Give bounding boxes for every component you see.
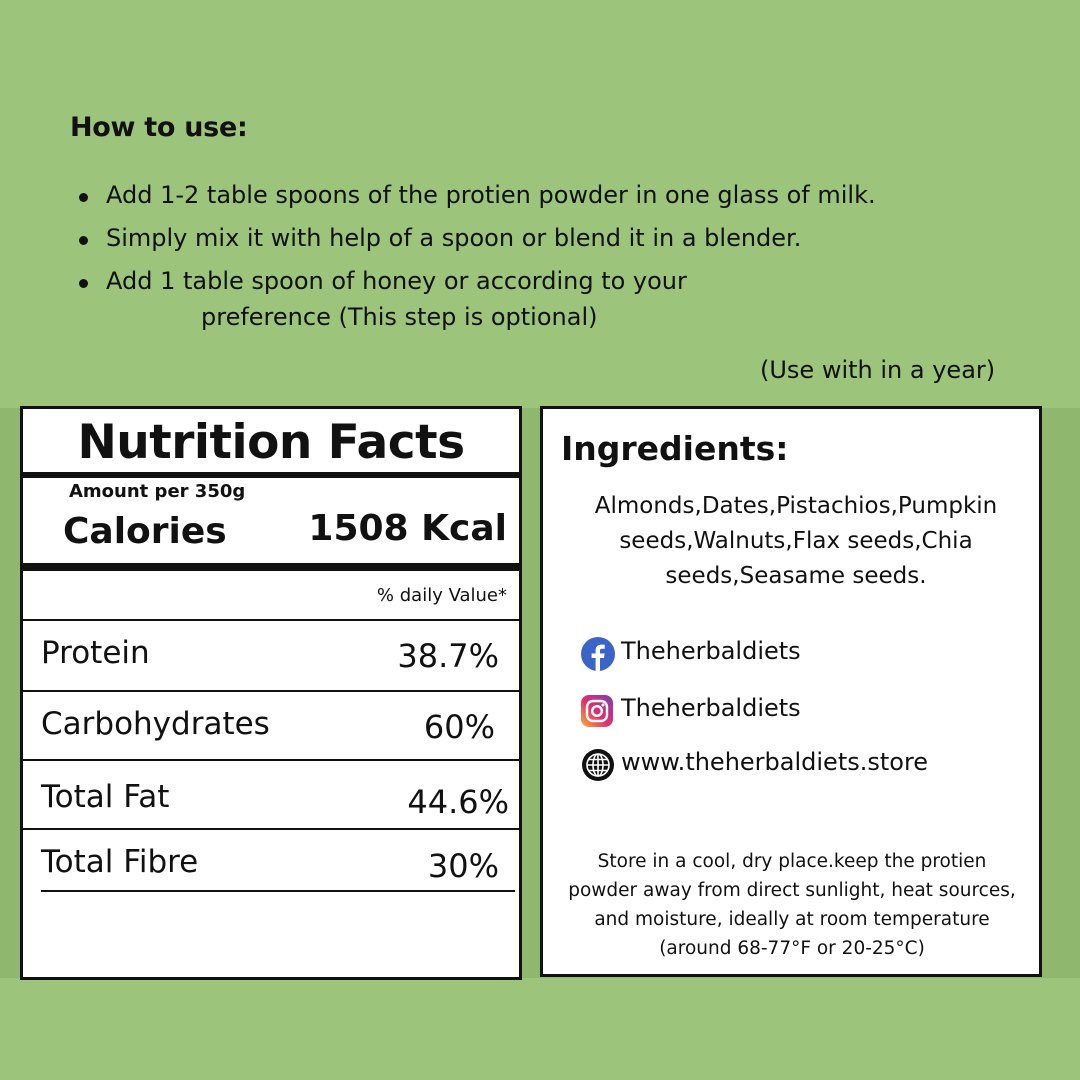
globe-icon <box>581 748 615 788</box>
website-url: www.theherbaldiets.store <box>621 748 929 776</box>
divider <box>23 619 519 621</box>
bullet-icon <box>79 279 88 288</box>
nutrient-label: Total Fat <box>41 779 170 815</box>
step-item: Add 1-2 table spoons of the protien powd… <box>79 181 876 209</box>
divider <box>41 890 515 892</box>
how-to-use-title: How to use: <box>70 112 248 143</box>
ingredients-title: Ingredients: <box>561 429 789 468</box>
ingredients-panel: Ingredients: Almonds,Dates,Pistachios,Pu… <box>540 406 1042 977</box>
nutrition-facts-panel: Nutrition Facts Amount per 350g Calories… <box>20 406 522 980</box>
validity-note: (Use with in a year) <box>760 356 996 384</box>
facebook-handle-text: Theherbaldiets <box>621 637 801 665</box>
step-text: Add 1 table spoon of honey or according … <box>106 267 687 295</box>
facebook-icon <box>581 637 615 677</box>
bullet-icon <box>79 236 88 245</box>
nutrition-facts-title: Nutrition Facts <box>77 415 465 470</box>
step-item: Add 1 table spoon of honey or according … <box>79 267 687 295</box>
divider-thick <box>23 472 519 478</box>
nutrient-value: 30% <box>427 847 499 885</box>
calories-value: 1508 Kcal <box>308 508 507 549</box>
step-text: Simply mix it with help of a spoon or bl… <box>106 224 802 252</box>
instagram-handle-text: Theherbaldiets <box>621 694 801 722</box>
daily-value-header: % daily Value* <box>376 585 507 606</box>
storage-instructions: Store in a cool, dry place.keep the prot… <box>568 851 1016 959</box>
nutrient-label: Protein <box>41 635 150 671</box>
ingredients-list: Almonds,Dates,Pistachios,Pumpkin seeds,W… <box>594 493 998 589</box>
nutrient-label: Total Fibre <box>41 844 199 880</box>
divider <box>23 759 519 761</box>
divider <box>23 828 519 830</box>
instagram-icon <box>581 695 613 733</box>
calories-label: Calories <box>63 511 227 552</box>
step-text: Add 1-2 table spoons of the protien powd… <box>106 181 876 209</box>
divider <box>23 690 519 692</box>
step-text-continuation: preference (This step is optional) <box>201 303 598 331</box>
nutrient-value: 44.6% <box>407 783 509 821</box>
amount-per-serving: Amount per 350g <box>69 481 246 502</box>
step-item: Simply mix it with help of a spoon or bl… <box>79 224 802 252</box>
nutrient-label: Carbohydrates <box>41 706 270 742</box>
bullet-icon <box>79 193 88 202</box>
nutrient-value: 60% <box>423 708 495 746</box>
nutrient-value: 38.7% <box>397 637 499 675</box>
divider-thick <box>23 563 519 571</box>
